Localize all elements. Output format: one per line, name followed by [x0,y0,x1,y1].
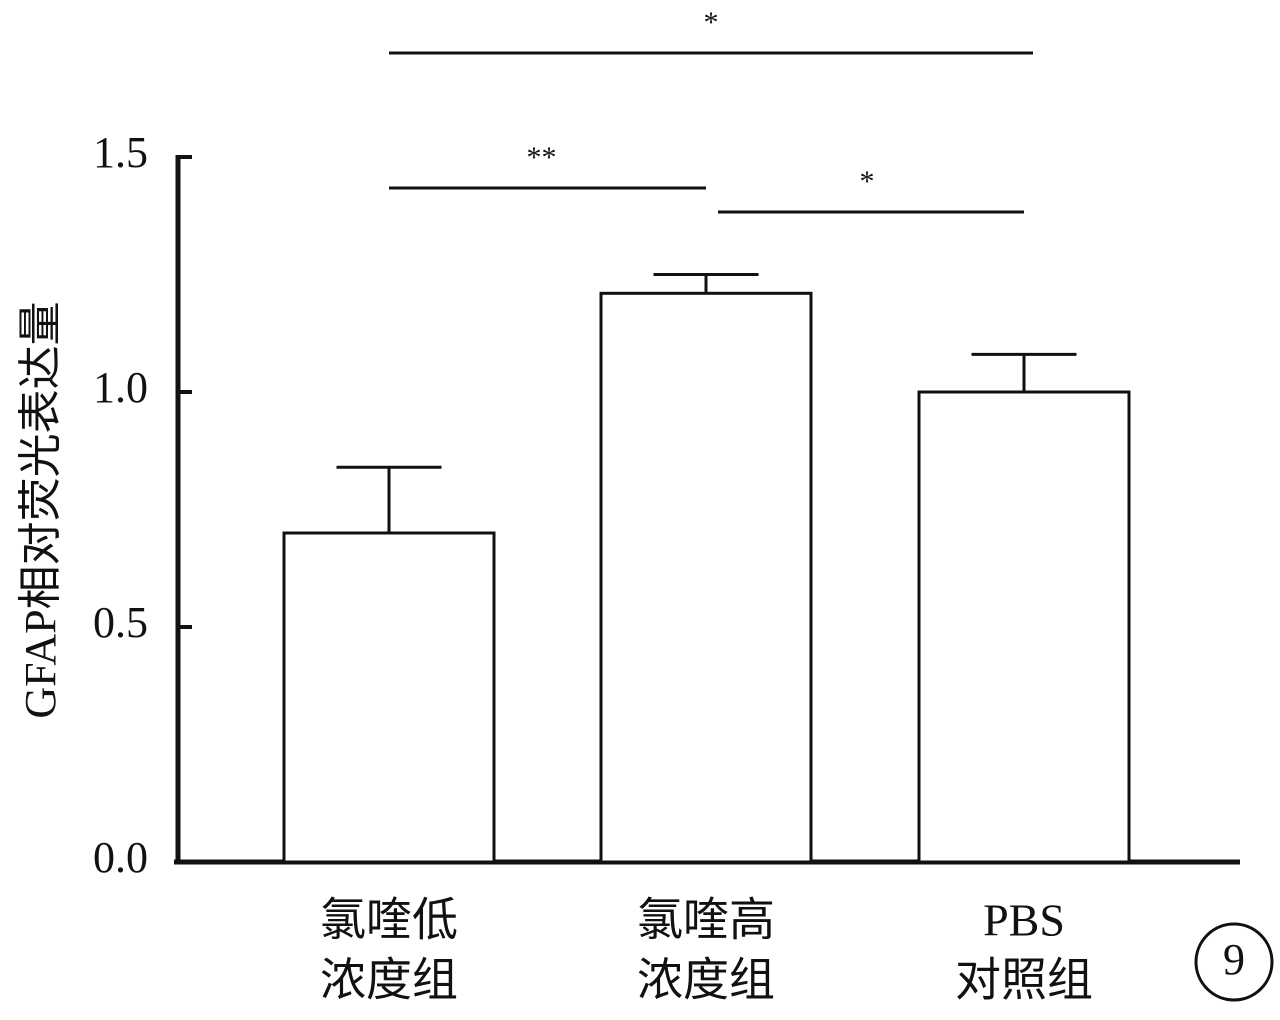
error-bar [336,465,442,533]
significance-label: * [860,165,875,198]
y-tick-label: 0.5 [93,598,148,647]
bar [599,291,813,864]
significance-label: ** [527,141,557,174]
panel-label: 9 [1223,935,1245,984]
bar [917,390,1131,864]
x-tick-label: 对照组 [955,955,1093,1006]
x-tick-label: 氯喹低 [320,895,458,946]
x-tick-label: 浓度组 [320,955,458,1006]
x-tick-label: 氯喹高 [637,895,775,946]
significance-label: * [704,6,719,39]
y-tick-label: 1.5 [93,128,148,177]
y-axis-label: GFAP相对荧光表达量 [16,301,65,718]
x-tick-label: PBS [983,895,1065,946]
x-tick-label: 浓度组 [637,955,775,1006]
bar [282,531,496,864]
y-tick-label: 1.0 [93,363,148,412]
error-bar [653,273,759,294]
panel-circle [1194,922,1274,1002]
error-bar [971,352,1077,392]
y-tick-label: 0.0 [93,833,148,882]
